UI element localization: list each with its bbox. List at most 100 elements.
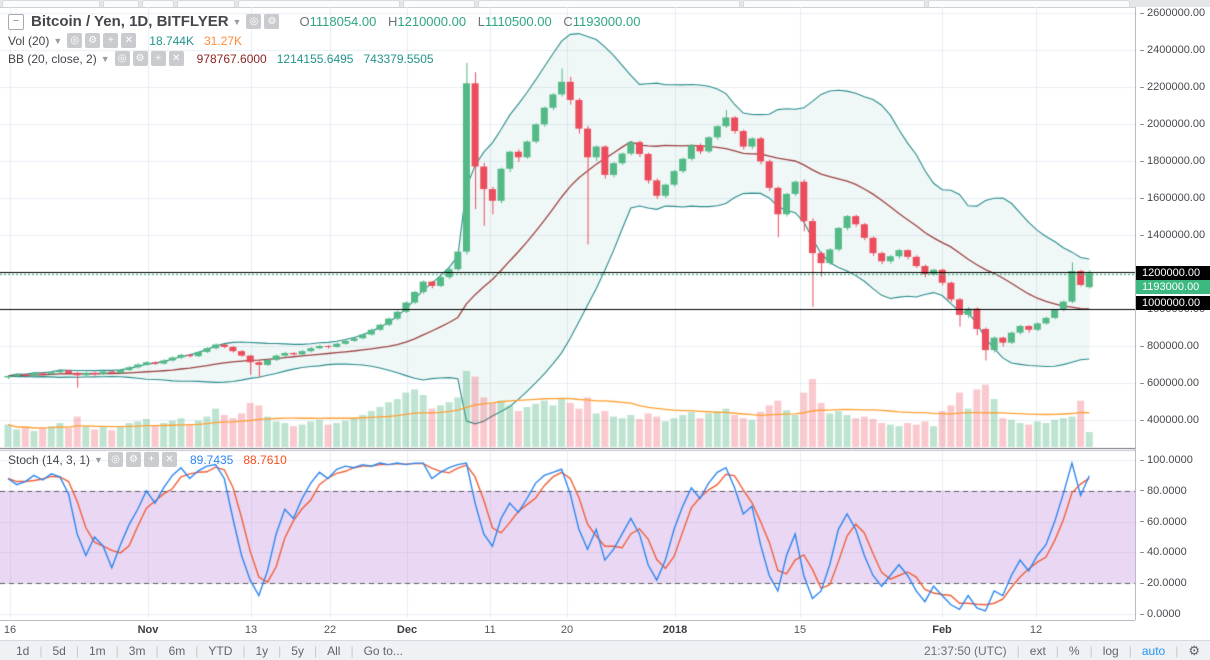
time-tick-label: Dec [396, 624, 418, 636]
symbol-title[interactable]: Bitcoin / Yen, 1D, BITFLYER [31, 13, 229, 30]
hide-stoch-icon[interactable]: ◎ [107, 452, 123, 467]
range-button-ytd[interactable]: YTD [208, 643, 233, 658]
close-label: C [563, 14, 573, 29]
toolbar-button-percent[interactable]: % [1068, 643, 1080, 658]
toolbar-separator: | [75, 643, 79, 658]
toolbar-separator: | [242, 643, 246, 658]
goto-button[interactable]: Go to... [363, 643, 403, 658]
volume-value: 18.744K [149, 33, 194, 48]
toolbar-separator: | [1128, 643, 1132, 658]
toolbar-button-auto[interactable]: auto [1141, 643, 1166, 658]
range-button-1m[interactable]: 1m [88, 643, 106, 658]
toolbar-separator: | [155, 643, 159, 658]
chevron-down-icon[interactable]: ▼ [94, 454, 103, 465]
price-tick-label: 400000.00 [1140, 414, 1199, 426]
range-button-5d[interactable]: 5d [52, 643, 66, 658]
chevron-down-icon[interactable]: ▼ [232, 16, 242, 27]
open-value: 1118054.00 [309, 14, 377, 29]
bb-lower-value: 743379.5505 [363, 51, 434, 66]
time-tick-label: 2018 [662, 624, 688, 636]
add-icon[interactable]: + [103, 33, 119, 48]
toolbar-right: 21:37:50 (UTC) | ext |% | log | auto | ⚙ [914, 643, 1204, 659]
time-tick-label: 22 [323, 624, 337, 636]
stoch-tick-label: 80.0000 [1140, 485, 1187, 497]
low-value: 1110500.00 [484, 14, 552, 29]
hide-volume-icon[interactable]: ◎ [67, 33, 83, 48]
stoch-settings-icon[interactable]: ⚙ [125, 452, 141, 467]
volume-settings-icon[interactable]: ⚙ [85, 33, 101, 48]
time-tick-label: 13 [244, 624, 258, 636]
settings-gear-icon[interactable]: ⚙ [1188, 642, 1200, 658]
bb-settings-icon[interactable]: ⚙ [132, 51, 148, 66]
close-value: 1193000.00 [572, 14, 641, 29]
range-button-3m[interactable]: 3m [128, 643, 146, 658]
price-level-label: 1200000.00 [1136, 266, 1210, 280]
chart-canvas[interactable] [0, 7, 1135, 620]
range-button-1y[interactable]: 1y [255, 643, 269, 658]
hide-series-icon[interactable]: ◎ [246, 14, 262, 29]
bottom-toolbar: 1d | 5d | 1m | 3m | 6m | YTD | 1y | 5y | All | Go to... 21… [0, 640, 1210, 660]
price-tick-label: 2600000.00 [1140, 7, 1205, 19]
time-tick-label: 12 [1029, 624, 1043, 636]
volume-study-label[interactable]: Vol (20) [8, 33, 50, 48]
stoch-tick-label: 0.0000 [1140, 608, 1181, 620]
add-icon[interactable]: + [143, 452, 159, 467]
high-value: 1210000.00 [397, 14, 467, 29]
time-tick-label: 20 [560, 624, 574, 636]
range-button-5y[interactable]: 5y [291, 643, 304, 658]
range-buttons: 1d | 5d | 1m | 3m | 6m | YTD | 1y | 5y | All | Go to... [6, 644, 413, 658]
chevron-down-icon[interactable]: ▼ [100, 53, 110, 64]
range-button-6m[interactable]: 6m [168, 643, 186, 658]
toolbar-separator: | [115, 643, 119, 658]
bb-basis-value: 978767.6000 [196, 51, 267, 66]
price-level-label: 1000000.00 [1136, 296, 1210, 310]
toolbar-separator: | [1016, 643, 1020, 658]
time-tick-label: 15 [793, 624, 807, 636]
open-label: O [299, 14, 310, 29]
price-tick-label: 1800000.00 [1140, 155, 1205, 167]
price-tick-label: 2400000.00 [1140, 44, 1205, 56]
close-icon[interactable]: ✕ [161, 452, 177, 467]
chevron-down-icon[interactable]: ▼ [53, 35, 63, 46]
stoch-tick-label: 60.0000 [1140, 516, 1187, 528]
stoch-d-value: 88.7610 [243, 452, 287, 467]
series-settings-icon[interactable]: ⚙ [264, 14, 280, 29]
price-axis[interactable]: 2600000.00 2400000.00 2200000.00 2000000.00… [1135, 7, 1210, 620]
bb-study-label[interactable]: BB (20, close, 2) [8, 51, 97, 66]
close-icon[interactable]: ✕ [121, 33, 137, 48]
stoch-tick-label: 40.0000 [1140, 546, 1187, 558]
volume-ma-value: 31.27K [204, 33, 243, 48]
time-tick-label: 11 [484, 624, 496, 636]
add-icon[interactable]: + [150, 51, 166, 66]
low-label: L [477, 14, 485, 29]
toolbar-separator: | [278, 643, 282, 658]
close-icon[interactable]: ✕ [168, 51, 184, 66]
time-tick-label: 16 [3, 624, 17, 636]
toolbar-button-ext[interactable]: ext [1029, 643, 1046, 658]
range-button-1d[interactable]: 1d [16, 643, 30, 658]
stoch-tick-label: 100.0000 [1140, 454, 1193, 466]
bb-upper-value: 1214155.6495 [276, 51, 354, 66]
collapse-legend-button[interactable]: − [8, 13, 24, 30]
stoch-legend: Stoch (14, 3, 1) ▼ ◎ ⚙ + ✕ 89.7435 88.76… [8, 452, 287, 470]
price-tick-label: 600000.00 [1140, 377, 1199, 389]
time-tick-label: Nov [137, 624, 159, 636]
high-label: H [387, 14, 398, 29]
range-button-all[interactable]: All [327, 643, 341, 658]
price-tick-label: 1600000.00 [1140, 192, 1205, 204]
toolbar-separator: | [1055, 643, 1059, 658]
toolbar-button-log[interactable]: log [1102, 643, 1119, 658]
hide-bb-icon[interactable]: ◎ [114, 51, 130, 66]
toolbar-separator: | [39, 643, 43, 658]
toolbar-separator: | [195, 643, 199, 658]
price-tick-label: 2200000.00 [1140, 81, 1205, 93]
toolbar-separator: | [1089, 643, 1093, 658]
toolbar-separator: | [350, 643, 354, 658]
stoch-k-value: 89.7435 [189, 452, 234, 467]
current-price-label: 1193000.00 [1136, 280, 1210, 294]
time-axis[interactable]: 16 Nov 13 22 Dec 11 20 2018 15 Feb 12 [0, 620, 1135, 641]
main-series-legend: − Bitcoin / Yen, 1D, BITFLYER ▼ ◎ ⚙ O111… [8, 13, 640, 69]
stoch-tick-label: 20.0000 [1140, 577, 1187, 589]
clock: 21:37:50 (UTC) [923, 643, 1007, 658]
stoch-study-label[interactable]: Stoch (14, 3, 1) [8, 452, 91, 467]
